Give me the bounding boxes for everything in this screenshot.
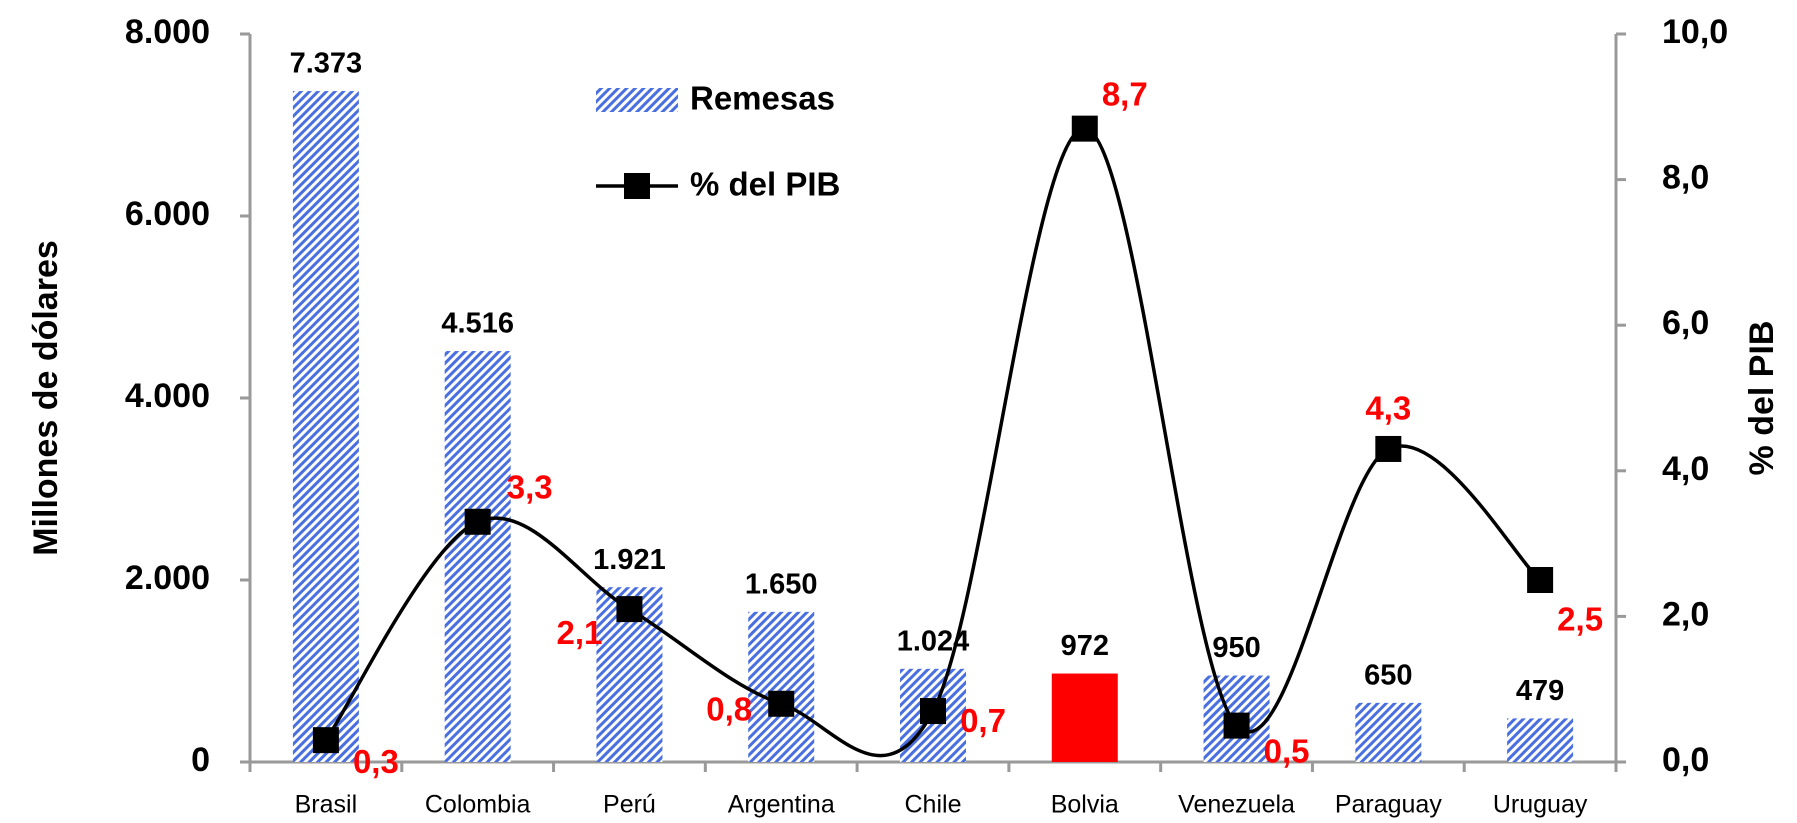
y2-tick-label: 2,0 (1662, 595, 1709, 633)
bar (1355, 702, 1422, 762)
legend-label: % del PIB (690, 166, 840, 203)
y-tick-label: 2.000 (125, 559, 210, 597)
y2-tick-label: 4,0 (1662, 450, 1709, 488)
legend-label: Remesas (690, 80, 835, 117)
bar-value-label: 650 (1364, 660, 1412, 692)
y2-axis-title: % del PIB (1743, 321, 1781, 476)
x-tick-label: Paraguay (1335, 791, 1443, 819)
line-value-label: 0,3 (353, 743, 399, 780)
y-tick-label: 0 (191, 741, 210, 779)
bar-value-label: 1.921 (593, 544, 666, 576)
line-value-label: 4,3 (1365, 390, 1411, 427)
line-value-label: 2,1 (557, 614, 603, 651)
y-tick-label: 6.000 (125, 195, 210, 233)
y-tick-label: 4.000 (125, 377, 210, 415)
y-axis-title: Millones de dólares (27, 240, 65, 556)
line-value-label: 2,5 (1557, 601, 1603, 638)
bar-value-label: 950 (1212, 632, 1260, 664)
line-value-label: 3,3 (507, 468, 553, 505)
line-marker (1375, 435, 1402, 462)
line-value-label: 8,7 (1102, 75, 1148, 112)
x-tick-label: Brasil (295, 791, 358, 819)
bar-value-label: 7.373 (290, 48, 363, 80)
line-marker (920, 698, 946, 725)
legend-swatch (596, 88, 678, 112)
y2-tick-label: 6,0 (1662, 304, 1709, 342)
line-marker (616, 596, 643, 623)
y2-tick-label: 10,0 (1662, 13, 1728, 51)
line-marker (312, 727, 339, 754)
x-tick-label: Bolvia (1051, 791, 1119, 819)
bar (292, 91, 359, 762)
line (324, 126, 1542, 758)
line-marker (1071, 115, 1098, 142)
x-tick-label: Uruguay (1493, 791, 1588, 819)
x-tick-label: Chile (905, 791, 962, 819)
x-tick-label: Venezuela (1178, 791, 1295, 819)
y2-tick-label: 8,0 (1662, 159, 1709, 197)
legend-marker (624, 173, 650, 199)
bar-value-label: 1.650 (745, 569, 818, 601)
y2-tick-label: 0,0 (1662, 741, 1709, 779)
line-value-label: 0,7 (960, 702, 1006, 739)
line-marker (1527, 567, 1554, 593)
line-marker (768, 690, 795, 717)
y-tick-label: 8.000 (125, 13, 210, 51)
bar (1507, 718, 1574, 762)
line-marker (1223, 712, 1250, 739)
line-value-label: 0,8 (706, 690, 752, 727)
x-tick-label: Argentina (728, 791, 835, 819)
bar (444, 351, 511, 762)
line-marker (464, 508, 491, 535)
bar-value-label: 479 (1516, 675, 1564, 707)
bar (1051, 673, 1118, 762)
bar-value-label: 4.516 (441, 308, 514, 340)
line-value-label: 0,5 (1264, 732, 1310, 769)
bar-value-label: 972 (1061, 630, 1109, 662)
bar (748, 611, 815, 762)
x-tick-label: Colombia (425, 791, 531, 819)
x-tick-label: Perú (603, 791, 656, 819)
